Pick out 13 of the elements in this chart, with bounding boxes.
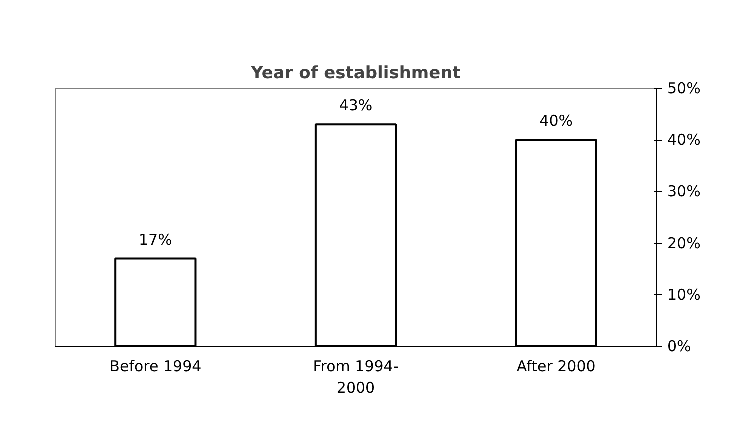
y-tick-label: 50%: [668, 80, 701, 98]
x-tick-label: From 1994-2000: [313, 358, 399, 398]
y-tick-label: 10%: [668, 286, 701, 304]
data-label: 40%: [540, 112, 574, 130]
y-tick-label: 30%: [668, 182, 701, 201]
y-tick-label: 20%: [668, 234, 701, 252]
x-tick-label: After 2000: [516, 358, 596, 376]
chart-title: Year of establishment: [250, 64, 461, 84]
x-tick-label: Before 1994: [110, 358, 202, 376]
data-label: 17%: [138, 230, 172, 249]
y-tick-label: 0%: [668, 338, 692, 356]
y-tick-label: 40%: [668, 131, 701, 150]
data-label: 43%: [339, 96, 373, 115]
